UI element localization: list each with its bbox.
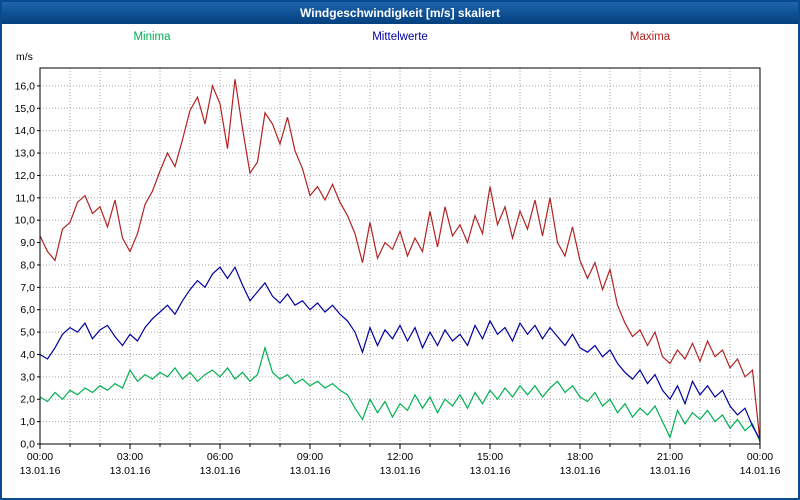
- x-tick-date-label: 13.01.16: [470, 465, 511, 477]
- axis-ticks: [37, 85, 761, 449]
- y-axis-labels: 0,0 1,0 2,0 3,0 4,0 5,0 6,0 7,0 8,0 9,0 10,0 11,0 12…: [15, 80, 36, 450]
- chart-legend: Minima Mittelwerte Maxima: [133, 31, 670, 43]
- y-tick-label: 7,0: [20, 282, 35, 294]
- y-tick-label: 4,0: [20, 349, 35, 361]
- window-title: Windgeschwindigkeit [m/s] skaliert: [300, 6, 500, 20]
- series-line-maxima: [39, 79, 761, 442]
- x-tick-time-label: 12:00: [387, 451, 413, 463]
- series-line-minima: [39, 345, 761, 443]
- y-tick-label: 14,0: [15, 125, 36, 137]
- x-tick-time-label: 06:00: [207, 451, 233, 463]
- x-tick-time-label: 09:00: [297, 451, 323, 463]
- x-tick-date-label: 13.01.16: [560, 465, 601, 477]
- x-tick-time-label: 21:00: [657, 451, 683, 463]
- y-tick-label: 10,0: [15, 215, 36, 227]
- x-tick-date-label: 13.01.16: [290, 465, 331, 477]
- y-tick-label: 5,0: [20, 327, 35, 339]
- x-tick-date-label: 13.01.16: [110, 465, 151, 477]
- y-tick-label: 11,0: [15, 192, 35, 204]
- y-tick-label: 1,0: [20, 416, 35, 428]
- x-tick-time-label: 00:00: [27, 451, 53, 463]
- x-tick-time-label: 15:00: [477, 451, 503, 463]
- x-tick-date-label: 13.01.16: [200, 465, 241, 477]
- legend-label-maxima: Maxima: [630, 31, 671, 43]
- wind-speed-chart: 0,0 1,0 2,0 3,0 4,0 5,0 6,0 7,0 8,0 9,0 10,0 11,0 12…: [15, 31, 781, 477]
- x-axis-labels: 00:00 13.01.16 03:00 13.01.16 06:00 13.01.16 0…: [20, 451, 781, 477]
- y-tick-label: 2,0: [20, 394, 35, 406]
- series-line-mittelwerte: [39, 265, 761, 440]
- y-tick-label: 9,0: [20, 237, 35, 249]
- legend-label-minima: Minima: [133, 31, 171, 43]
- x-tick-time-label: 03:00: [117, 451, 143, 463]
- y-tick-label: 13,0: [15, 148, 36, 160]
- title-bar: Windgeschwindigkeit [m/s] skaliert: [2, 2, 798, 24]
- legend-label-mittelwerte: Mittelwerte: [372, 31, 428, 43]
- x-tick-date-label: 13.01.16: [380, 465, 421, 477]
- y-tick-label: 3,0: [20, 371, 35, 383]
- y-tick-label: 16,0: [15, 80, 36, 92]
- chart-area: 0,0 1,0 2,0 3,0 4,0 5,0 6,0 7,0 8,0 9,0 10,0 11,0 12…: [2, 24, 798, 498]
- x-tick-date-label: 13.01.16: [650, 465, 691, 477]
- grid-lines: [40, 68, 760, 444]
- x-tick-time-label: 00:00: [747, 451, 773, 463]
- x-tick-time-label: 18:00: [567, 451, 593, 463]
- x-tick-date-label: 13.01.16: [20, 465, 61, 477]
- y-tick-label: 12,0: [15, 170, 36, 182]
- y-tick-label: 15,0: [15, 103, 36, 115]
- y-tick-label: 6,0: [20, 304, 35, 316]
- x-tick-date-label: 14.01.16: [740, 465, 781, 477]
- plot-border: [39, 67, 761, 445]
- y-axis-unit-label: m/s: [16, 51, 33, 63]
- y-tick-label: 0,0: [20, 439, 35, 451]
- y-tick-label: 8,0: [20, 259, 35, 271]
